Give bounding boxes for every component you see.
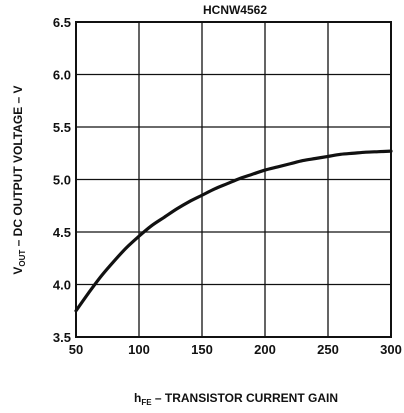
x-tick-label: 150 [191, 342, 213, 357]
x-tick-label: 250 [317, 342, 339, 357]
x-axis-label-rest: – TRANSISTOR CURRENT GAIN [152, 391, 338, 405]
y-tick-labels: 3.5 4.0 4.5 5.0 5.5 6.0 6.5 [53, 15, 71, 345]
x-tick-label: 100 [128, 342, 150, 357]
y-tick-label: 6.0 [53, 68, 71, 83]
y-axis-label-sub: OUT [18, 250, 27, 267]
x-tick-label: 300 [380, 342, 402, 357]
y-axis-label-main: V [11, 267, 25, 275]
y-tick-label: 4.5 [53, 225, 71, 240]
y-tick-label: 5.5 [53, 120, 71, 135]
plot-frame [75, 21, 392, 338]
y-axis-label-rest: – DC OUTPUT VOLTAGE – V [11, 85, 25, 249]
y-tick-label: 3.5 [53, 330, 71, 345]
y-axis-label: VOUT – DC OUTPUT VOLTAGE – V [11, 85, 27, 274]
x-tick-labels: 50 100 150 200 250 300 [69, 342, 402, 357]
x-tick-label: 200 [254, 342, 276, 357]
y-tick-label: 5.0 [53, 173, 71, 188]
data-series-line [74, 149, 393, 313]
chart-title: HCNW4562 [203, 3, 267, 17]
y-tick-label: 6.5 [53, 15, 71, 30]
x-axis-label-main: h [134, 391, 141, 405]
x-tick-label: 50 [69, 342, 83, 357]
y-tick-label: 4.0 [53, 278, 71, 293]
x-axis-label: hFE – TRANSISTOR CURRENT GAIN [134, 391, 338, 407]
x-axis-label-sub: FE [141, 398, 152, 407]
